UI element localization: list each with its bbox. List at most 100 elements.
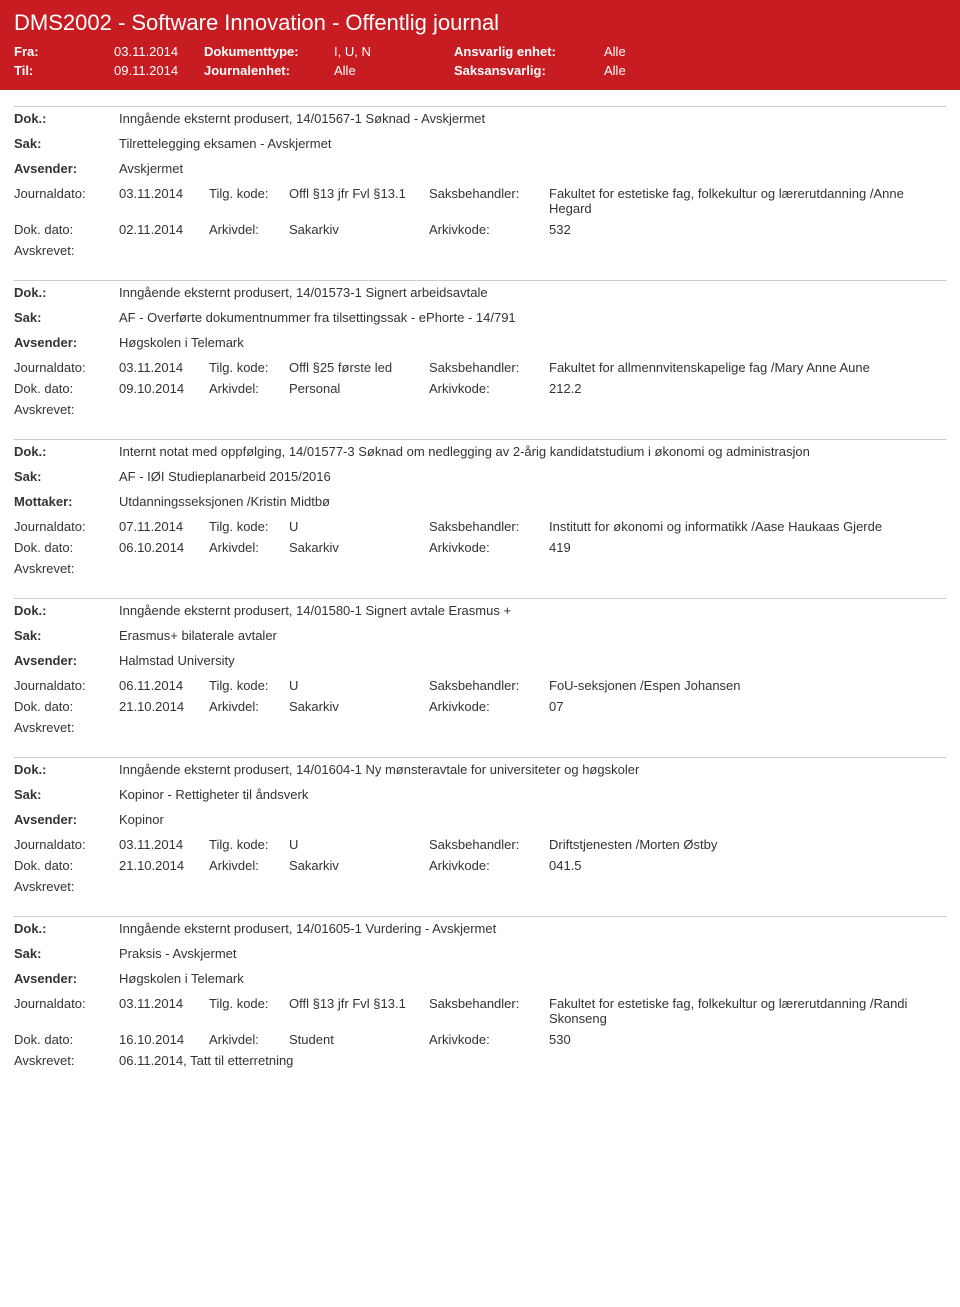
arkivkode-label: Arkivkode: — [429, 858, 549, 873]
arkivkode-value: 041.5 — [549, 858, 946, 873]
dokdato-label: Dok. dato: — [14, 699, 119, 714]
avskrevet-label: Avskrevet: — [14, 720, 119, 735]
entry-divider — [14, 598, 946, 599]
dokdato-value: 06.10.2014 — [119, 540, 209, 555]
party-label: Avsender: — [14, 653, 119, 668]
saksbehandler-label: Saksbehandler: — [429, 996, 549, 1026]
sak-label: Sak: — [14, 310, 119, 325]
saksbehandler-label: Saksbehandler: — [429, 360, 549, 375]
arkivkode-value: 532 — [549, 222, 946, 237]
dok-value: Inngående eksternt produsert, 14/01605-1… — [119, 921, 946, 936]
party-value: Utdanningsseksjonen /Kristin Midtbø — [119, 494, 946, 509]
dok-value: Inngående eksternt produsert, 14/01573-1… — [119, 285, 946, 300]
party-value: Avskjermet — [119, 161, 946, 176]
entry-divider — [14, 106, 946, 107]
dok-value: Inngående eksternt produsert, 14/01580-1… — [119, 603, 946, 618]
dok-label: Dok.: — [14, 603, 119, 618]
dok-value: Internt notat med oppfølging, 14/01577-3… — [119, 444, 946, 459]
dokdato-label: Dok. dato: — [14, 222, 119, 237]
avskrevet-value — [119, 243, 946, 258]
avskrevet-label: Avskrevet: — [14, 1053, 119, 1068]
arkivdel-value: Personal — [289, 381, 429, 396]
avskrevet-value — [119, 561, 946, 576]
dok-value: Inngående eksternt produsert, 14/01567-1… — [119, 111, 946, 126]
dokdato-label: Dok. dato: — [14, 381, 119, 396]
sak-label: Sak: — [14, 628, 119, 643]
journaldato-label: Journaldato: — [14, 519, 119, 534]
fra-label: Fra: — [14, 44, 114, 59]
dokdato-value: 02.11.2014 — [119, 222, 209, 237]
avskrevet-label: Avskrevet: — [14, 561, 119, 576]
avskrevet-value — [119, 402, 946, 417]
arkivdel-value: Student — [289, 1032, 429, 1047]
entry-divider — [14, 280, 946, 281]
party-label: Mottaker: — [14, 494, 119, 509]
arkivdel-value: Sakarkiv — [289, 540, 429, 555]
sak-value: Kopinor - Rettigheter til åndsverk — [119, 787, 946, 802]
arkivdel-label: Arkivdel: — [209, 1032, 289, 1047]
tilgkode-value: U — [289, 837, 429, 852]
saksbehandler-value: Driftstjenesten /Morten Østby — [549, 837, 946, 852]
tilgkode-value: Offl §25 første led — [289, 360, 429, 375]
entry-divider — [14, 757, 946, 758]
saksbehandler-label: Saksbehandler: — [429, 186, 549, 216]
sak-label: Sak: — [14, 946, 119, 961]
header-row-1: Fra: 03.11.2014 Dokumenttype: I, U, N An… — [14, 44, 946, 59]
til-label: Til: — [14, 63, 114, 78]
sak-value: Praksis - Avskjermet — [119, 946, 946, 961]
tilgkode-value: Offl §13 jfr Fvl §13.1 — [289, 186, 429, 216]
journaldato-value: 03.11.2014 — [119, 837, 209, 852]
saksbehandler-value: FoU-seksjonen /Espen Johansen — [549, 678, 946, 693]
avskrevet-label: Avskrevet: — [14, 402, 119, 417]
til-value: 09.11.2014 — [114, 63, 204, 78]
saksbehandler-label: Saksbehandler: — [429, 519, 549, 534]
dok-label: Dok.: — [14, 111, 119, 126]
saksansvarlig-label: Saksansvarlig: — [454, 63, 604, 78]
dok-label: Dok.: — [14, 762, 119, 777]
sak-label: Sak: — [14, 469, 119, 484]
sak-label: Sak: — [14, 136, 119, 151]
arkivdel-value: Sakarkiv — [289, 222, 429, 237]
arkivkode-label: Arkivkode: — [429, 540, 549, 555]
journaldato-label: Journaldato: — [14, 186, 119, 216]
header-row-2: Til: 09.11.2014 Journalenhet: Alle Saksa… — [14, 63, 946, 78]
dokdato-value: 21.10.2014 — [119, 858, 209, 873]
ansvarlig-value: Alle — [604, 44, 626, 59]
arkivdel-value: Sakarkiv — [289, 699, 429, 714]
dokdato-label: Dok. dato: — [14, 858, 119, 873]
tilgkode-value: U — [289, 519, 429, 534]
journaldato-label: Journaldato: — [14, 996, 119, 1026]
tilgkode-label: Tilg. kode: — [209, 186, 289, 216]
journaldato-value: 06.11.2014 — [119, 678, 209, 693]
sak-label: Sak: — [14, 787, 119, 802]
doktype-label: Dokumenttype: — [204, 44, 334, 59]
journal-entry: Dok.:Inngående eksternt produsert, 14/01… — [0, 900, 960, 1068]
avskrevet-value — [119, 720, 946, 735]
journaldato-label: Journaldato: — [14, 360, 119, 375]
arkivdel-label: Arkivdel: — [209, 540, 289, 555]
entries-container: Dok.:Inngående eksternt produsert, 14/01… — [0, 90, 960, 1068]
sak-value: Tilrettelegging eksamen - Avskjermet — [119, 136, 946, 151]
party-label: Avsender: — [14, 335, 119, 350]
tilgkode-label: Tilg. kode: — [209, 519, 289, 534]
tilgkode-label: Tilg. kode: — [209, 996, 289, 1026]
arkivdel-label: Arkivdel: — [209, 858, 289, 873]
entry-divider — [14, 916, 946, 917]
doktype-value: I, U, N — [334, 44, 454, 59]
saksbehandler-label: Saksbehandler: — [429, 678, 549, 693]
sak-value: AF - Overførte dokumentnummer fra tilset… — [119, 310, 946, 325]
dok-label: Dok.: — [14, 444, 119, 459]
arkivdel-label: Arkivdel: — [209, 381, 289, 396]
journal-entry: Dok.:Inngående eksternt produsert, 14/01… — [0, 741, 960, 894]
journal-entry: Dok.:Internt notat med oppfølging, 14/01… — [0, 423, 960, 576]
dok-label: Dok.: — [14, 285, 119, 300]
tilgkode-value: U — [289, 678, 429, 693]
arkivkode-value: 419 — [549, 540, 946, 555]
party-label: Avsender: — [14, 971, 119, 986]
party-value: Halmstad University — [119, 653, 946, 668]
entry-divider — [14, 439, 946, 440]
saksbehandler-value: Fakultet for estetiske fag, folkekultur … — [549, 996, 946, 1026]
page-title: DMS2002 - Software Innovation - Offentli… — [14, 10, 946, 36]
journaldato-value: 03.11.2014 — [119, 186, 209, 216]
party-label: Avsender: — [14, 812, 119, 827]
